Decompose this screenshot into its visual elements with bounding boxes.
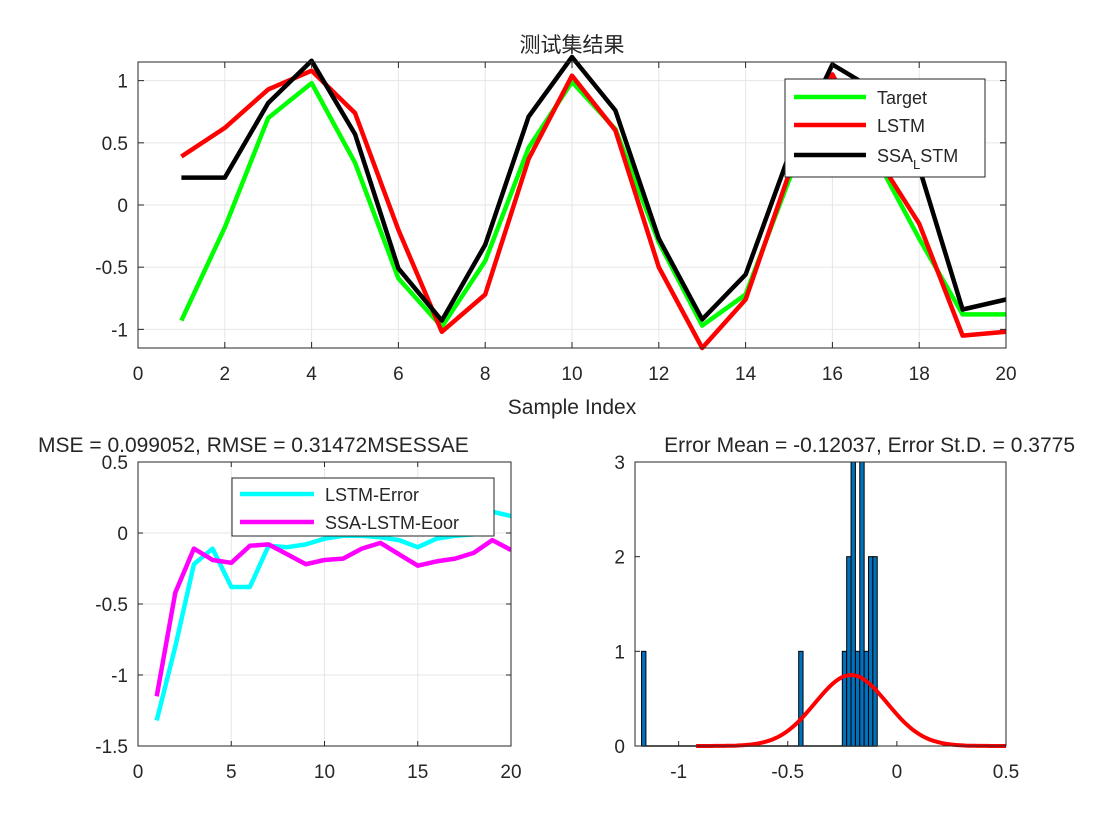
legend-entry: SSA-LSTM-Eoor (325, 513, 459, 533)
series-line-1 (154, 509, 511, 721)
y-tick-label: 0 (117, 196, 128, 217)
legend-entry: LSTM (877, 116, 925, 136)
legend-entry: SSALSTM (877, 146, 958, 172)
x-tick-label: 15 (407, 762, 428, 783)
histogram-bar (863, 650, 870, 747)
x-tick-label: 18 (909, 364, 930, 385)
x-tick-label: 10 (314, 762, 335, 783)
histogram-bar (850, 461, 856, 747)
y-tick-label: -0.5 (95, 595, 128, 616)
histogram-bar (846, 556, 852, 747)
histogram-bar (872, 556, 878, 747)
x-tick-label: 12 (648, 364, 669, 385)
y-tick-label: 0 (614, 737, 625, 758)
x-tick-label: 0 (133, 364, 144, 385)
chart-3: -1 -0.5 0 0.5 3 2 1 0 (614, 453, 1019, 783)
y-tick-label: -0.5 (95, 258, 128, 279)
series-line-2 (154, 537, 511, 697)
plot-box (634, 461, 1007, 747)
x-tick-label: 14 (735, 364, 757, 385)
x-tick-label: -1 (670, 762, 687, 783)
y-tick-label: 0.5 (102, 453, 128, 474)
histogram-bar (641, 650, 647, 747)
legend-entry: LSTM-Error (325, 485, 419, 505)
x-tick-label: 6 (393, 364, 404, 385)
y-tick-label: -1 (111, 666, 128, 687)
x-tick-label: 0.5 (993, 762, 1019, 783)
x-tick-label: -0.5 (771, 762, 804, 783)
legend-label: Target (877, 88, 927, 108)
x-tick-label: 0 (133, 762, 144, 783)
histogram-bar (854, 650, 861, 747)
y-tick-label: 2 (614, 548, 625, 569)
histogram-bar (859, 461, 865, 747)
histogram-bar (868, 556, 874, 747)
legend-entry: Target (877, 88, 927, 108)
x-tick-label: 16 (822, 364, 843, 385)
x-tick-label: 10 (561, 364, 582, 385)
x-tick-label: 20 (995, 364, 1016, 385)
legend-label-rest: STM (920, 146, 958, 166)
x-tick-label: 0 (892, 762, 903, 783)
fit-curve (696, 672, 1006, 748)
legend: LSTM-Error SSA-LSTM-Eoor (231, 477, 495, 537)
legend-box (231, 477, 495, 537)
x-tick-label: 4 (306, 364, 317, 385)
x-tick-label: 8 (480, 364, 491, 385)
histogram-bar (798, 650, 804, 747)
y-tick-label: -1.5 (95, 737, 128, 758)
y-tick-label: 1 (614, 642, 625, 663)
x-tick-label: 5 (226, 762, 237, 783)
y-tick-label: 1 (117, 72, 128, 93)
chart-3-title: Error Mean = -0.12037, Error St.D. = 0.3… (664, 434, 1075, 457)
y-tick-label: 0.5 (102, 134, 128, 155)
histogram-bar (841, 650, 848, 747)
y-tick-label: 3 (614, 453, 625, 474)
x-tick-label: 2 (220, 364, 231, 385)
chart-title: 测试集结果 (520, 34, 625, 57)
y-tick-label: -1 (111, 320, 128, 341)
x-axis-label: Sample Index (508, 396, 637, 419)
y-tick-label: 0 (117, 524, 128, 545)
legend-label: LSTM (877, 116, 925, 136)
legend-label: SSA (877, 146, 913, 166)
legend-subscript: L (913, 157, 920, 172)
chart-1: 0 2 4 6 8 10 12 14 16 18 20 1 0.5 0 -0.5 -1 测试集结果 Sample … (95, 34, 1016, 419)
chart-2-title: MSE = 0.099052, RMSE = 0.31472MSESSAE (38, 434, 469, 457)
x-tick-label: 20 (500, 762, 521, 783)
chart-2: 0 5 10 15 20 0.5 0 -0.5 -1 -1.5 LSTM-Error SSA-LSTM… (95, 453, 521, 783)
